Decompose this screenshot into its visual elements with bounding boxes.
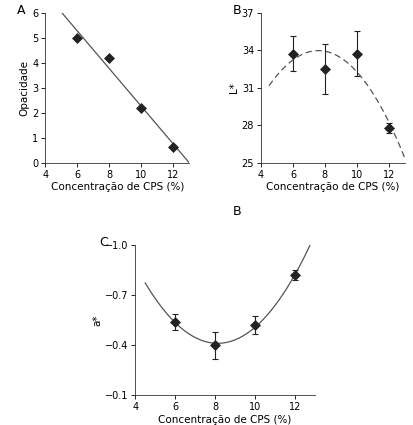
Text: A: A xyxy=(17,4,25,17)
Text: B: B xyxy=(232,205,241,218)
Text: B: B xyxy=(232,4,241,17)
Y-axis label: a*: a* xyxy=(92,314,102,326)
Text: C: C xyxy=(99,236,108,249)
X-axis label: Concentração de CPS (%): Concentração de CPS (%) xyxy=(266,182,399,193)
X-axis label: Concentração de CPS (%): Concentração de CPS (%) xyxy=(159,415,292,425)
Y-axis label: Opacidade: Opacidade xyxy=(19,60,29,116)
Y-axis label: L*: L* xyxy=(229,82,239,93)
X-axis label: Concentração de CPS (%): Concentração de CPS (%) xyxy=(51,182,184,193)
